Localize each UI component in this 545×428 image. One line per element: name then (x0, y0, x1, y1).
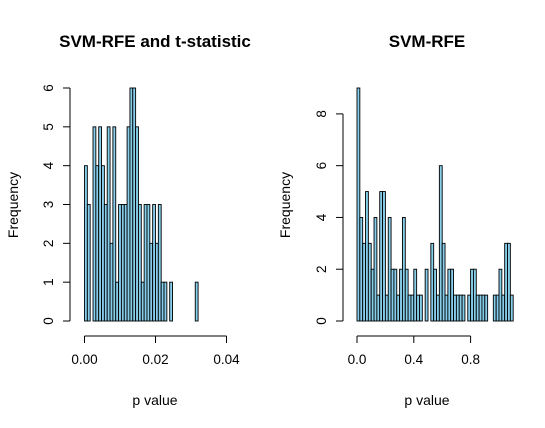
histogram-bar (373, 216, 378, 322)
x-tick-label: 0.00 (71, 352, 97, 367)
y-tick-label: 6 (41, 84, 56, 92)
x-tick-label: 0.4 (404, 352, 423, 367)
y-tick-label: 4 (41, 161, 56, 169)
x-tick-label: 0.04 (213, 352, 240, 367)
histogram-bar (138, 204, 142, 322)
histogram-bar (163, 281, 168, 322)
x-axis-right: 0.0 0.4 0.8 (348, 335, 480, 367)
y-tick-label: 2 (41, 240, 56, 248)
histogram-bar (461, 294, 466, 322)
x-tick-label: 0.0 (348, 352, 367, 367)
y-tick-label: 6 (314, 162, 329, 170)
histogram-bar (194, 281, 199, 322)
y-tick-label: 4 (314, 213, 329, 221)
histogram-bar (86, 204, 91, 322)
y-axis-label-right: Frequency (277, 172, 293, 238)
histogram-bar (356, 87, 361, 322)
histogram-bar (509, 294, 514, 322)
y-tick-label: 1 (41, 278, 56, 286)
histogram-bar (106, 126, 111, 322)
histogram-bar (157, 204, 162, 322)
y-tick-label: 0 (41, 317, 56, 325)
histogram-bars-right (356, 87, 514, 322)
histogram-bar (382, 191, 386, 322)
histogram-bar (419, 294, 423, 322)
histogram-bar (169, 281, 173, 322)
x-axis-label-left: p value (132, 392, 177, 408)
histogram-bar (112, 126, 117, 322)
y-tick-label: 8 (314, 110, 329, 118)
y-tick-label: 0 (314, 317, 329, 325)
histogram-panel-right: SVM-RFE Frequency p value 0.0 0.4 0.8 0 2 4 6… (277, 32, 514, 408)
x-axis-label-right: p value (404, 392, 449, 408)
chart-title-left: SVM-RFE and t-statistic (59, 32, 251, 51)
histogram-bar (441, 242, 446, 322)
y-tick-label: 2 (314, 265, 329, 273)
y-axis-right: 0 2 4 6 8 (314, 110, 344, 325)
y-axis-label-left: Frequency (5, 172, 21, 238)
histogram-bar (484, 294, 489, 322)
histogram-panel-left: SVM-RFE and t-statistic Frequency p valu… (5, 32, 251, 408)
histogram-bar (424, 268, 429, 322)
chart-title-right: SVM-RFE (389, 32, 466, 51)
y-tick-label: 5 (41, 123, 56, 131)
y-axis-left: 0 1 2 3 4 5 6 (41, 84, 71, 325)
x-tick-label: 0.8 (461, 352, 480, 367)
x-axis-left: 0.00 0.02 0.04 (71, 335, 240, 367)
histogram-bar (507, 242, 511, 322)
x-tick-label: 0.02 (142, 352, 168, 367)
y-tick-label: 3 (41, 201, 56, 209)
histogram-bars-left (84, 87, 199, 322)
